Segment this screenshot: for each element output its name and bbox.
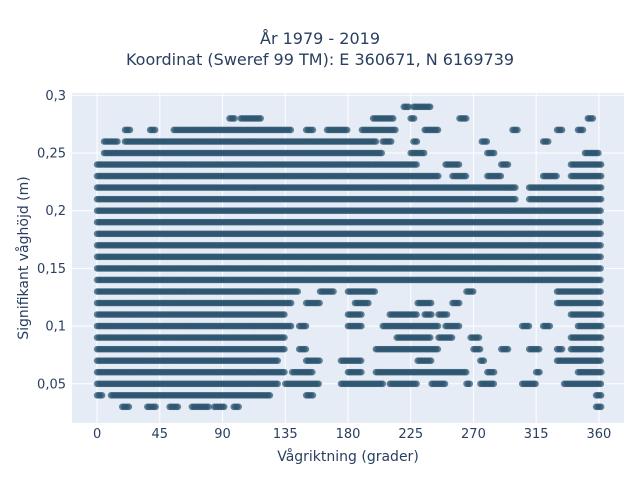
data-point [597, 253, 604, 261]
data-point [413, 380, 420, 388]
data-point [597, 311, 605, 318]
data-point [558, 345, 566, 353]
data-point [597, 195, 605, 203]
data-point [98, 392, 106, 399]
data-point [597, 345, 605, 353]
data-point [475, 334, 483, 341]
data-point [281, 345, 288, 353]
data-point [316, 357, 323, 365]
data-point [358, 322, 365, 330]
data-point [535, 345, 543, 353]
data-point [597, 207, 604, 214]
data-point [309, 368, 316, 376]
chart-title: År 1979 - 2019 [260, 29, 380, 48]
data-point [597, 172, 605, 180]
data-point [597, 403, 605, 411]
chart-subtitle: Koordinat (Sweref 99 TM): E 360671, N 61… [125, 50, 515, 69]
data-point [553, 172, 560, 180]
data-point [358, 311, 365, 318]
data-point [281, 334, 288, 341]
data-point [597, 357, 604, 365]
data-point [358, 368, 365, 376]
data-point [287, 299, 295, 307]
data-point [597, 380, 605, 388]
data-point [598, 368, 605, 376]
data-point [365, 299, 372, 307]
data-point [357, 357, 365, 365]
data-point [266, 392, 274, 399]
data-point [597, 299, 604, 307]
data-point [205, 403, 212, 411]
data-point [434, 322, 442, 330]
data-point [597, 184, 605, 191]
data-point [379, 380, 387, 388]
data-point [427, 299, 435, 307]
data-point [235, 403, 242, 411]
data-point [597, 218, 604, 226]
data-point [497, 172, 505, 180]
data-point [455, 322, 463, 330]
data-point [443, 311, 451, 318]
data-point [455, 299, 463, 307]
data-point [480, 357, 488, 365]
data-point [309, 392, 317, 399]
data-point [302, 322, 310, 330]
data-point [469, 288, 477, 295]
data-point [281, 368, 288, 376]
data-point [597, 334, 605, 341]
data-point [220, 403, 228, 411]
data-point [428, 311, 435, 318]
data-point [536, 368, 543, 376]
data-point [462, 368, 470, 376]
data-point [434, 345, 442, 353]
data-point [315, 380, 323, 388]
data-point [330, 288, 337, 295]
data-point [597, 265, 604, 272]
data-point [413, 311, 420, 318]
data-point [546, 322, 554, 330]
data-point [598, 322, 605, 330]
data-point [532, 380, 539, 388]
data-point [490, 368, 498, 376]
data-point [490, 380, 498, 388]
data-point [426, 334, 434, 341]
data-point [435, 172, 442, 180]
data-point [512, 184, 519, 191]
data-point [512, 195, 519, 203]
data-point [152, 403, 159, 411]
data-point [302, 345, 310, 353]
data-point [504, 345, 512, 353]
data-point [274, 357, 282, 365]
data-point [597, 242, 604, 249]
data-point [448, 334, 456, 341]
data-point [316, 299, 323, 307]
data-point [274, 380, 282, 388]
data-point [287, 322, 295, 330]
data-point [125, 403, 133, 411]
data-point [597, 276, 604, 284]
data-point [466, 380, 474, 388]
data-point [597, 230, 604, 238]
data-point [476, 345, 484, 353]
data-point [462, 172, 470, 180]
data-point [427, 357, 435, 365]
data-points [93, 103, 605, 411]
data-point [174, 403, 182, 411]
data-point [294, 288, 302, 295]
data-point [441, 380, 449, 388]
data-point [525, 322, 533, 330]
data-point [281, 311, 288, 318]
data-point [597, 288, 604, 295]
data-point [371, 288, 379, 295]
data-point [597, 392, 605, 399]
